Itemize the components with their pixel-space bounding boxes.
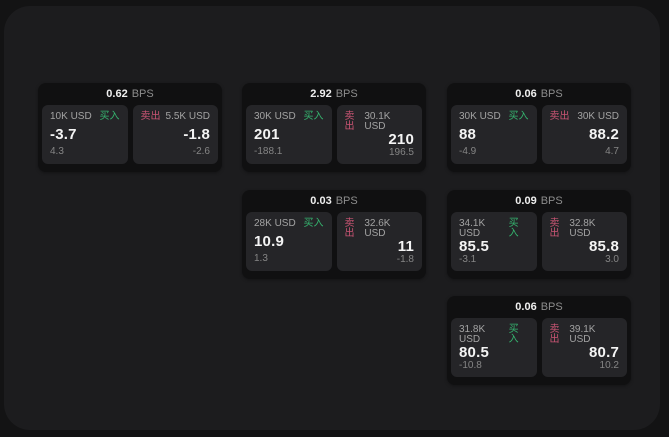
quote-card: 0.03 BPS 28K USD 买入 10.9 1.3 卖出 32.6K US…	[242, 190, 426, 279]
bps-unit-label: BPS	[335, 88, 358, 100]
sell-price: -1.8	[183, 125, 210, 143]
buy-change: 4.3	[50, 146, 64, 157]
quote-card: 0.06 BPS 31.8K USD 买入 80.5 -10.8 卖出 39.1…	[447, 296, 631, 385]
buy-side-label: 买入	[303, 218, 324, 229]
bps-unit-label: BPS	[540, 301, 563, 313]
quote-card: 0.62 BPS 10K USD 买入 -3.7 4.3 卖出 5.5K USD…	[38, 83, 222, 172]
bps-value: 0.62	[106, 88, 128, 100]
buy-panel[interactable]: 34.1K USD 买入 85.5 -3.1	[451, 212, 537, 271]
sell-side-label: 卖出	[549, 218, 560, 239]
sell-panel[interactable]: 卖出 5.5K USD -1.8 -2.6	[132, 105, 218, 164]
buy-side-label: 买入	[99, 111, 120, 122]
sell-panel[interactable]: 卖出 32.6K USD 11 -1.8	[336, 212, 422, 271]
buy-price: 10.9	[254, 232, 284, 250]
sell-panel[interactable]: 卖出 32.8K USD 85.8 3.0	[541, 212, 627, 271]
buy-change: 1.3	[254, 253, 268, 264]
sell-side-label: 卖出	[549, 111, 570, 122]
sell-amount: 32.8K USD	[569, 218, 596, 239]
sell-change: -2.6	[192, 146, 210, 157]
sell-amount: 30.1K USD	[364, 111, 391, 132]
sell-price: 210	[388, 131, 414, 148]
sell-change: 196.5	[388, 147, 414, 158]
bps-header: 0.62 BPS	[38, 83, 222, 105]
sell-amount: 39.1K USD	[569, 324, 596, 345]
buy-side-label: 买入	[508, 218, 519, 239]
bps-unit-label: BPS	[540, 88, 563, 100]
sell-price: 88.2	[589, 125, 619, 143]
sell-side-label: 卖出	[344, 111, 355, 132]
sell-panel[interactable]: 卖出 30.1K USD 210 196.5	[336, 105, 422, 164]
sell-change: 10.2	[599, 360, 619, 371]
buy-amount: 30K USD	[459, 111, 501, 122]
buy-price: 201	[254, 125, 280, 143]
sell-panel[interactable]: 卖出 39.1K USD 80.7 10.2	[541, 318, 627, 377]
bps-header: 0.06 BPS	[447, 296, 631, 318]
sell-side-label: 卖出	[140, 111, 161, 122]
bps-value: 2.92	[310, 88, 332, 100]
buy-amount: 28K USD	[254, 218, 296, 229]
buy-amount: 31.8K USD	[459, 324, 486, 345]
bps-value: 0.06	[515, 88, 537, 100]
quote-card: 0.06 BPS 30K USD 买入 88 -4.9 卖出 30K USD 8…	[447, 83, 631, 172]
sell-change: -1.8	[396, 254, 414, 265]
buy-amount: 30K USD	[254, 111, 296, 122]
sell-price: 11	[397, 238, 414, 255]
buy-price: 85.5	[459, 238, 489, 255]
buy-panel[interactable]: 28K USD 买入 10.9 1.3	[246, 212, 332, 271]
sell-amount: 5.5K USD	[165, 111, 210, 122]
quote-card: 2.92 BPS 30K USD 买入 201 -188.1 卖出 30.1K …	[242, 83, 426, 172]
bps-header: 0.09 BPS	[447, 190, 631, 212]
buy-change: -188.1	[254, 146, 283, 157]
bps-value: 0.03	[310, 195, 332, 207]
bps-unit-label: BPS	[335, 195, 358, 207]
buy-change: -3.1	[459, 254, 477, 265]
bps-value: 0.09	[515, 195, 537, 207]
buy-price: 80.5	[459, 344, 489, 361]
sell-change: 3.0	[605, 254, 619, 265]
buy-panel[interactable]: 30K USD 买入 201 -188.1	[246, 105, 332, 164]
buy-panel[interactable]: 30K USD 买入 88 -4.9	[451, 105, 537, 164]
sell-amount: 30K USD	[577, 111, 619, 122]
sell-side-label: 卖出	[344, 218, 355, 239]
buy-side-label: 买入	[303, 111, 324, 122]
sell-amount: 32.6K USD	[364, 218, 391, 239]
buy-amount: 34.1K USD	[459, 218, 486, 239]
buy-side-label: 买入	[508, 324, 519, 345]
buy-change: -4.9	[459, 146, 477, 157]
buy-panel[interactable]: 31.8K USD 买入 80.5 -10.8	[451, 318, 537, 377]
sell-change: 4.7	[605, 146, 619, 157]
buy-amount: 10K USD	[50, 111, 92, 122]
bps-unit-label: BPS	[131, 88, 154, 100]
buy-panel[interactable]: 10K USD 买入 -3.7 4.3	[42, 105, 128, 164]
bps-header: 0.06 BPS	[447, 83, 631, 105]
buy-change: -10.8	[459, 360, 482, 371]
sell-price: 85.8	[589, 238, 619, 255]
sell-price: 80.7	[589, 344, 619, 361]
sell-side-label: 卖出	[549, 324, 560, 345]
bps-value: 0.06	[515, 301, 537, 313]
bps-header: 0.03 BPS	[242, 190, 426, 212]
buy-price: 88	[459, 125, 477, 143]
buy-side-label: 买入	[508, 111, 529, 122]
sell-panel[interactable]: 卖出 30K USD 88.2 4.7	[541, 105, 627, 164]
bps-unit-label: BPS	[540, 195, 563, 207]
quote-card: 0.09 BPS 34.1K USD 买入 85.5 -3.1 卖出 32.8K…	[447, 190, 631, 279]
buy-price: -3.7	[50, 125, 77, 143]
bps-header: 2.92 BPS	[242, 83, 426, 105]
